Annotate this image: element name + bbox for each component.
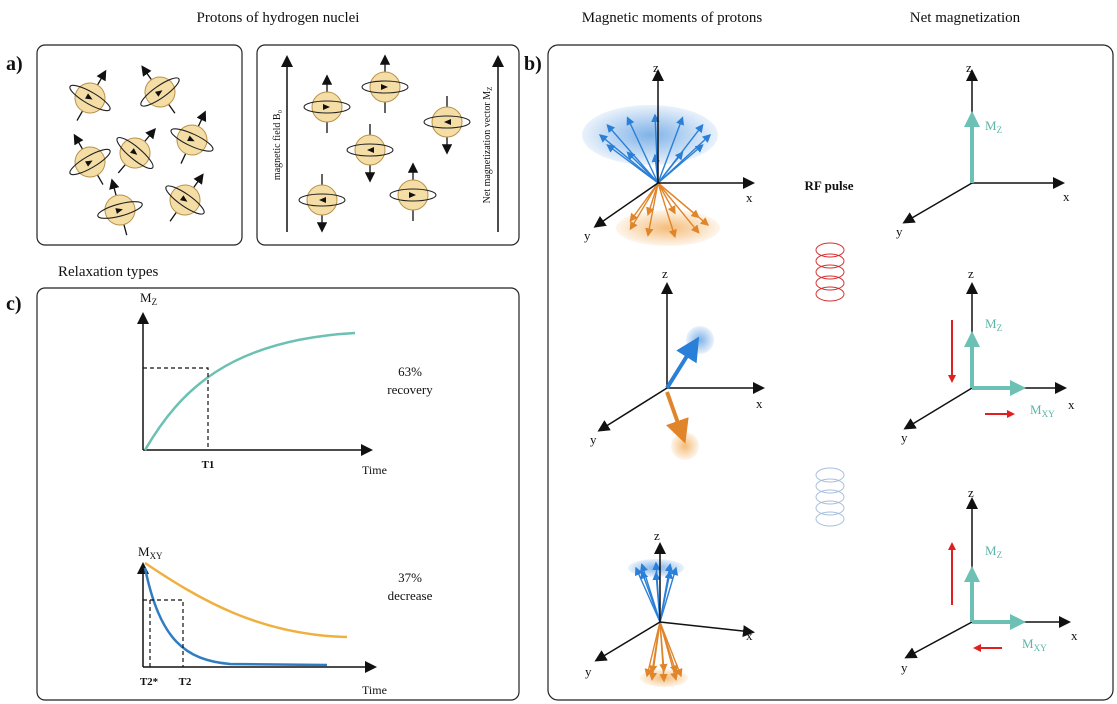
precession-cone bbox=[582, 105, 718, 165]
proton bbox=[57, 61, 125, 132]
vector-label: MXY bbox=[1022, 636, 1047, 653]
y-label: MZ bbox=[140, 290, 157, 307]
label-main: M bbox=[985, 118, 997, 133]
axis-label: x bbox=[1068, 397, 1075, 412]
label-sub: Z bbox=[152, 297, 158, 307]
axis bbox=[905, 183, 972, 222]
field-label: magnetic field B₀ bbox=[272, 109, 283, 180]
proton bbox=[90, 175, 149, 241]
axis bbox=[600, 388, 667, 430]
axis bbox=[907, 622, 972, 657]
vector-label: MZ bbox=[985, 118, 1003, 135]
axis bbox=[660, 622, 752, 632]
axis-label: x bbox=[1063, 189, 1070, 204]
axis-label: z bbox=[662, 266, 668, 281]
rf-coil bbox=[816, 276, 844, 290]
label-sub: Z bbox=[997, 550, 1003, 560]
label-main: M bbox=[138, 544, 150, 559]
rf-coil bbox=[816, 254, 844, 268]
label-sub: Z bbox=[997, 125, 1003, 135]
proton bbox=[299, 174, 345, 230]
proton bbox=[160, 103, 225, 173]
label-main: M bbox=[140, 290, 152, 305]
header: Net magnetization bbox=[910, 10, 1021, 26]
recovery-curve bbox=[145, 333, 355, 450]
header: Magnetic moments of protons bbox=[582, 10, 763, 26]
marker-label: T2 bbox=[179, 676, 192, 688]
label-sub: XY bbox=[150, 551, 163, 561]
moment-arrow bbox=[667, 340, 697, 388]
rf-coil bbox=[816, 265, 844, 279]
proton bbox=[124, 54, 194, 126]
axis-label: z bbox=[968, 266, 974, 281]
note: recovery bbox=[387, 382, 433, 397]
panel-label: c) bbox=[6, 293, 22, 315]
panel-box bbox=[37, 288, 519, 700]
rf-label: RF pulse bbox=[805, 178, 854, 193]
moment-glow bbox=[671, 432, 699, 460]
label-sub: XY bbox=[1034, 643, 1048, 653]
note: 63% bbox=[398, 364, 422, 379]
figure: Protons of hydrogen nuclei Magnetic mome… bbox=[0, 0, 1117, 704]
y-label: MXY bbox=[138, 544, 163, 561]
proton bbox=[151, 162, 221, 234]
rf-coil bbox=[816, 287, 844, 301]
panel-label: b) bbox=[524, 53, 542, 75]
proton bbox=[362, 57, 408, 113]
x-label: Time bbox=[362, 463, 387, 477]
axis-label: y bbox=[585, 664, 592, 679]
x-label: Time bbox=[362, 683, 387, 697]
t2-star-curve bbox=[145, 568, 327, 665]
label-main: M bbox=[985, 543, 997, 558]
label-main: Net magnetization vector M bbox=[482, 91, 493, 204]
rf-coil bbox=[816, 512, 844, 526]
header: Protons of hydrogen nuclei bbox=[197, 10, 360, 26]
marker-label: T2* bbox=[140, 676, 159, 688]
vector-label: MXY bbox=[1030, 402, 1055, 419]
vector-label: MZ bbox=[985, 543, 1003, 560]
axis bbox=[597, 622, 660, 660]
note: decrease bbox=[388, 588, 433, 603]
proton bbox=[347, 124, 393, 180]
axis-label: x bbox=[746, 628, 753, 643]
note: 37% bbox=[398, 570, 422, 585]
label-sub: Z bbox=[486, 87, 494, 91]
proton bbox=[390, 165, 436, 221]
net-label: Net magnetization vector MZ bbox=[482, 87, 494, 204]
label-sub: XY bbox=[1042, 409, 1056, 419]
axis-label: y bbox=[590, 432, 597, 447]
label-main: M bbox=[985, 316, 997, 331]
axis-label: x bbox=[746, 190, 753, 205]
rf-coil bbox=[816, 243, 844, 257]
rf-coil bbox=[816, 468, 844, 482]
moment-arrow bbox=[667, 392, 684, 440]
axis-label: z bbox=[966, 60, 972, 75]
label-main: M bbox=[1022, 636, 1034, 651]
proton bbox=[304, 77, 350, 133]
axis-label: z bbox=[653, 60, 659, 75]
proton bbox=[424, 96, 470, 152]
axis-label: y bbox=[896, 224, 903, 239]
t2-curve bbox=[145, 563, 347, 637]
rf-coil bbox=[816, 490, 844, 504]
marker-label: T1 bbox=[202, 459, 215, 471]
vector-label: MZ bbox=[985, 316, 1003, 333]
axis-label: x bbox=[756, 396, 763, 411]
axis-label: z bbox=[654, 528, 660, 543]
label-main: M bbox=[1030, 402, 1042, 417]
moment-arrow bbox=[652, 622, 660, 672]
axis bbox=[906, 388, 972, 428]
axis-label: z bbox=[968, 485, 974, 500]
axis-label: y bbox=[584, 228, 591, 243]
axis-label: y bbox=[901, 430, 908, 445]
rf-coil bbox=[816, 501, 844, 515]
panel-label: a) bbox=[6, 53, 23, 75]
axis-label: y bbox=[901, 660, 908, 675]
panel-title: Relaxation types bbox=[58, 264, 159, 280]
label-sub: Z bbox=[997, 323, 1003, 333]
proton bbox=[101, 115, 172, 187]
rf-coil bbox=[816, 479, 844, 493]
axis-label: x bbox=[1071, 628, 1078, 643]
guide-line bbox=[143, 600, 183, 667]
